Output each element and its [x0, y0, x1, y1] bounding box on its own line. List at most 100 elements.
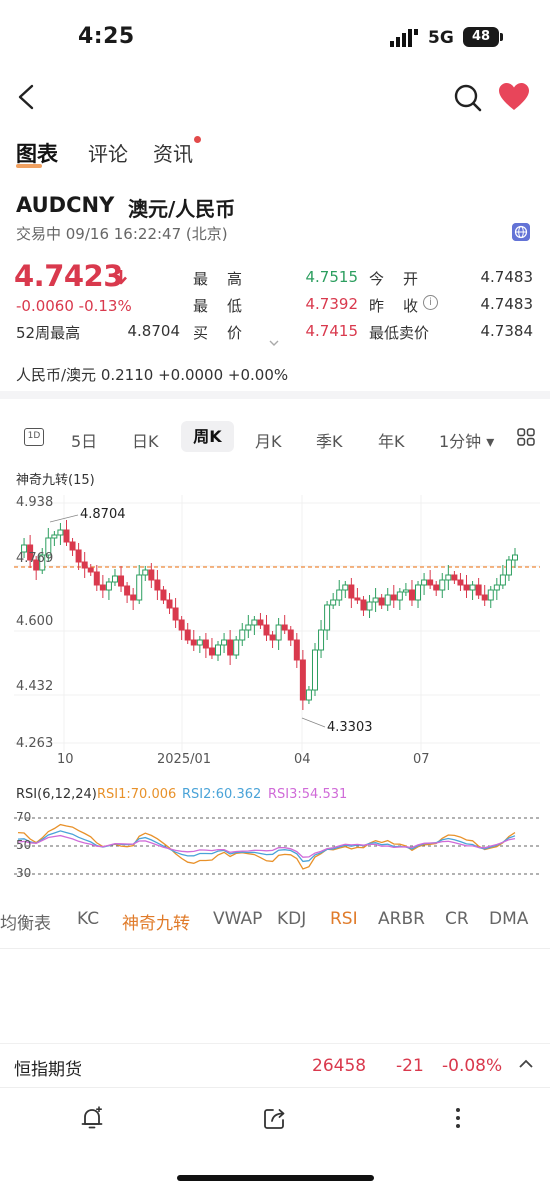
period-monthly[interactable]: 月K	[255, 432, 282, 451]
candle-body	[493, 584, 500, 591]
x-tick-2: 2025/01	[157, 752, 212, 767]
prev-close-label: 昨 收	[369, 297, 421, 315]
y-tick-3: 4.600	[16, 614, 54, 629]
indicator-kdj[interactable]: KDJ	[277, 909, 307, 929]
period-quarterly[interactable]: 季K	[316, 432, 343, 451]
candle-body	[481, 594, 488, 601]
price-alert-bell-icon[interactable]	[79, 1105, 105, 1131]
candlestick-chart[interactable]	[0, 490, 550, 772]
rsi-tick-30: 30	[16, 866, 32, 880]
indicator-arbr[interactable]: ARBR	[378, 909, 425, 929]
tab-chart[interactable]: 图表	[16, 142, 58, 166]
period-daily[interactable]: 日K	[132, 432, 159, 451]
wk52-high-label: 52周最高	[16, 324, 81, 342]
candle-body	[433, 584, 440, 591]
network-label: 5G	[428, 28, 454, 48]
candle-body	[390, 594, 397, 601]
futures-ticker-bar[interactable]	[0, 1043, 550, 1087]
tab-comments[interactable]: 评论	[88, 142, 128, 166]
signal-icon	[390, 29, 418, 47]
favorite-heart-icon[interactable]	[498, 82, 530, 112]
candle-body	[281, 624, 288, 631]
rsi-chart[interactable]	[0, 806, 550, 884]
candle-body	[305, 689, 312, 701]
y-tick-4: 4.432	[16, 679, 54, 694]
open-value: 4.7483	[480, 268, 534, 286]
candle-body	[463, 584, 470, 591]
search-icon[interactable]	[452, 82, 484, 114]
expand-chevron-icon[interactable]	[268, 338, 280, 348]
cross-rate: 人民币/澳元 0.2110 +0.0000 +0.00%	[16, 366, 289, 384]
candle-body	[136, 574, 143, 601]
toolbar-divider	[0, 1087, 550, 1088]
open-label: 今 开	[369, 270, 421, 288]
candle-body	[118, 575, 125, 587]
candle-body	[215, 644, 222, 656]
last-price: 4.7423	[14, 259, 123, 293]
candle-body	[318, 629, 325, 651]
info-icon[interactable]: i	[423, 295, 438, 310]
candle-body	[208, 647, 215, 656]
chart-indicator-title: 神奇九转(15)	[16, 473, 95, 488]
candle-body	[33, 559, 40, 571]
candle-body	[311, 649, 318, 691]
candle-body	[75, 549, 82, 563]
battery-icon: 48	[463, 27, 499, 47]
candle-body	[227, 639, 234, 656]
candle-body	[384, 594, 391, 606]
period-minute-dropdown[interactable]: 1分钟 ▾	[439, 432, 495, 451]
indicator-rsi[interactable]: RSI	[330, 909, 358, 929]
status-time: 4:25	[78, 24, 135, 49]
period-5d[interactable]: 5日	[71, 432, 98, 451]
candle-body	[69, 541, 76, 551]
x-tick-3: 04	[294, 752, 311, 767]
futures-price: 26458	[312, 1056, 367, 1076]
x-tick-4: 07	[413, 752, 430, 767]
rsi-tick-50: 50	[16, 838, 32, 852]
candle-body	[51, 534, 58, 539]
period-yearly[interactable]: 年K	[378, 432, 405, 451]
rsi-tick-70: 70	[16, 810, 32, 824]
low-label: 最 低	[193, 297, 245, 315]
indicator-kc[interactable]: KC	[77, 909, 100, 929]
candle-body	[221, 639, 228, 646]
candle-body	[487, 589, 494, 601]
rsi3-line	[17, 834, 516, 858]
buy-label: 买 价	[193, 324, 245, 342]
low-value: 4.7392	[305, 295, 359, 313]
symbol-name: 澳元/人民币	[128, 197, 236, 221]
candle-body	[439, 579, 446, 591]
intraday-1d-icon[interactable]: 1D	[24, 428, 44, 446]
candle-body	[178, 619, 185, 631]
share-icon[interactable]	[262, 1105, 288, 1131]
candle-body	[342, 584, 349, 591]
candle-body	[93, 571, 100, 586]
candle-body	[148, 569, 155, 581]
indicator-td-sequential[interactable]: 神奇九转	[122, 914, 190, 934]
x-tick-1: 10	[57, 752, 74, 767]
down-arrow-icon	[115, 270, 127, 285]
futures-name: 恒指期货	[14, 1060, 82, 1080]
candle-body	[330, 599, 337, 606]
candle-body	[130, 594, 137, 601]
candle-body	[299, 659, 306, 701]
more-vertical-icon[interactable]	[445, 1105, 471, 1131]
chevron-up-icon[interactable]	[518, 1058, 534, 1070]
indicator-ichimoku[interactable]: 均衡表	[0, 914, 51, 934]
trade-status: 交易中 09/16 16:22:47 (北京)	[16, 225, 228, 243]
candle-body	[360, 599, 367, 611]
candle-body	[512, 554, 518, 561]
back-icon[interactable]	[12, 80, 42, 114]
tab-news[interactable]: 资讯	[153, 142, 193, 166]
futures-pct: -0.08%	[442, 1056, 503, 1076]
period-weekly[interactable]: 周K	[181, 421, 234, 452]
candle-body	[172, 607, 179, 621]
indicator-vwap[interactable]: VWAP	[213, 909, 263, 929]
indicator-cr[interactable]: CR	[445, 909, 469, 929]
candle-body	[499, 574, 506, 586]
symbol-code: AUDCNY	[16, 193, 115, 217]
globe-icon[interactable]	[512, 223, 530, 241]
section-divider	[0, 391, 550, 399]
indicator-dma[interactable]: DMA	[489, 909, 529, 929]
layout-grid-icon[interactable]	[517, 428, 535, 446]
